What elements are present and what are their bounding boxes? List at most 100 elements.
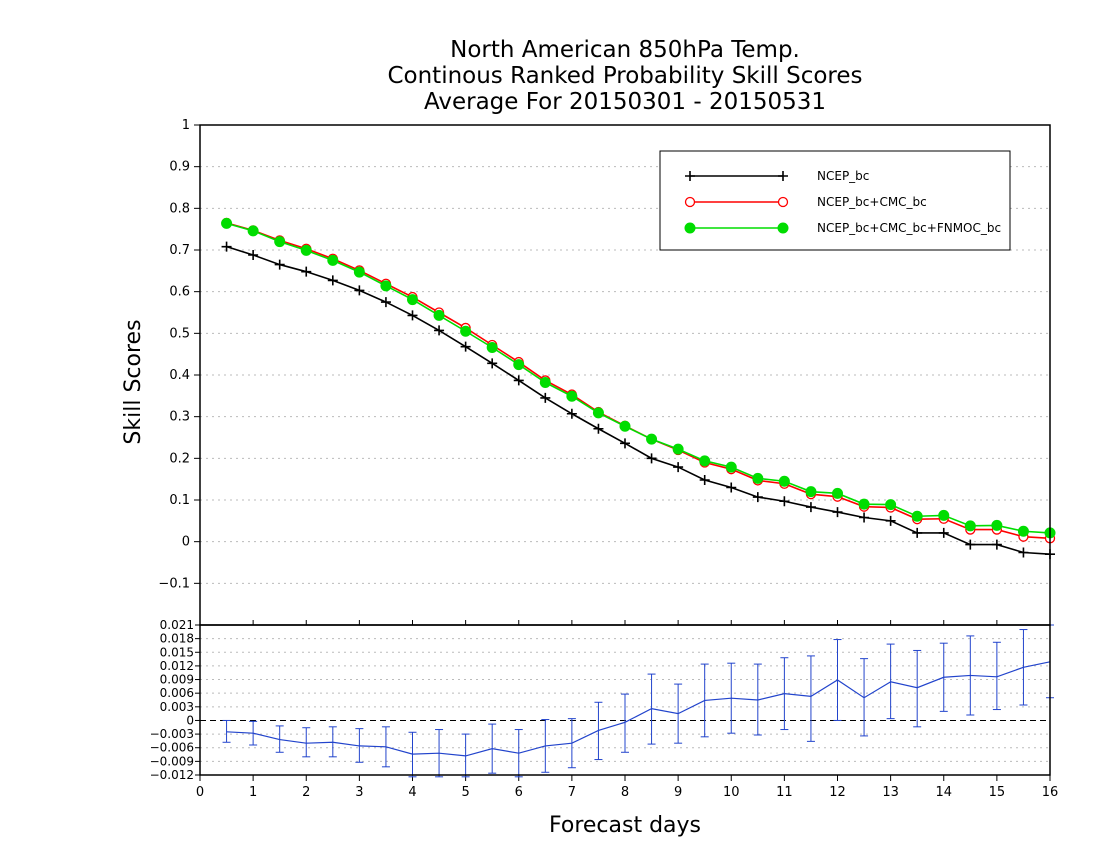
x-tick-label: 10 bbox=[723, 785, 740, 800]
point-marker-filled-circle bbox=[832, 487, 843, 499]
legend-label: NCEP_bc+CMC_bc bbox=[817, 195, 927, 209]
point-marker-plus bbox=[248, 250, 259, 260]
point-marker-filled-circle bbox=[752, 472, 764, 484]
top-y-tick-label: 0.2 bbox=[169, 451, 190, 466]
legend-box bbox=[659, 150, 1011, 251]
difference-line bbox=[226, 661, 1051, 757]
bottom-y-tick-label: 0.003 bbox=[160, 700, 194, 714]
x-tick-label: 1 bbox=[249, 785, 257, 800]
point-marker-plus bbox=[434, 325, 445, 336]
point-marker-filled-circle bbox=[725, 461, 737, 473]
bottom-y-tick-label: −0.006 bbox=[150, 741, 194, 755]
top-y-tick-label: 0.6 bbox=[169, 285, 190, 300]
x-tick-label: 13 bbox=[882, 785, 899, 800]
x-tick-label: 9 bbox=[674, 785, 682, 800]
point-marker-plus bbox=[685, 171, 695, 181]
top-y-tick-label: −0.1 bbox=[158, 576, 190, 591]
point-marker-filled-circle bbox=[805, 486, 817, 498]
point-marker-plus bbox=[380, 297, 391, 308]
legend: NCEP_bc NCEP_bc+CMC_bc NCEP_bc+CMC_bc+FNMO… bbox=[659, 150, 1011, 251]
bottom-y-tick-label: −0.003 bbox=[150, 727, 194, 741]
series-line bbox=[226, 222, 1051, 540]
x-tick-label: 14 bbox=[935, 785, 952, 800]
x-tick-label: 15 bbox=[989, 785, 1006, 800]
point-marker-plus bbox=[752, 492, 763, 503]
point-marker-filled-circle bbox=[672, 443, 684, 455]
point-marker-filled-circle bbox=[327, 254, 339, 266]
x-tick-label: 4 bbox=[408, 785, 416, 800]
x-tick-label: 16 bbox=[1042, 785, 1059, 800]
point-marker-plus bbox=[779, 496, 790, 507]
point-marker-plus bbox=[407, 310, 418, 321]
point-marker-filled-circle bbox=[885, 499, 897, 511]
point-marker-filled-circle bbox=[911, 510, 923, 522]
point-marker-plus bbox=[593, 423, 604, 434]
point-marker-filled-circle bbox=[938, 509, 950, 521]
point-marker-open-circle bbox=[684, 196, 696, 208]
point-marker-filled-circle bbox=[858, 498, 870, 510]
point-marker-filled-circle bbox=[221, 217, 233, 229]
bottom-y-tick-label: 0.021 bbox=[160, 618, 194, 632]
x-axis-label: Forecast days bbox=[549, 813, 701, 838]
point-marker-filled-circle bbox=[513, 359, 525, 371]
top-y-tick-label: 0.7 bbox=[169, 243, 190, 258]
point-marker-plus bbox=[726, 482, 737, 493]
point-marker-filled-circle bbox=[619, 420, 631, 432]
point-marker-filled-circle bbox=[777, 222, 789, 234]
point-marker-plus bbox=[566, 408, 577, 419]
series-2 bbox=[221, 217, 1056, 539]
top-panel-y-ticks: −0.1 0 0.1 0.2 0.3 0.4 0.5 0.6 0.7 0.8 0.9 1 bbox=[158, 118, 200, 591]
legend-entry-2: NCEP_bc+CMC_bc+FNMOC_bc bbox=[684, 221, 1001, 235]
bottom-panel-frame bbox=[199, 624, 1051, 776]
point-marker-plus bbox=[859, 512, 870, 523]
point-marker-filled-circle bbox=[991, 519, 1003, 531]
point-marker-plus bbox=[327, 275, 338, 286]
point-marker-plus bbox=[673, 462, 684, 473]
bottom-panel-series bbox=[222, 624, 1054, 778]
top-y-tick-label: 0.5 bbox=[169, 326, 190, 341]
bottom-y-tick-label: 0.015 bbox=[160, 645, 194, 659]
top-y-tick-label: 0.3 bbox=[169, 410, 190, 425]
legend-label: NCEP_bc+CMC_bc+FNMOC_bc bbox=[817, 221, 1001, 235]
point-marker-filled-circle bbox=[566, 390, 578, 402]
top-y-tick-label: 0.4 bbox=[169, 368, 190, 383]
point-marker-filled-circle bbox=[486, 342, 498, 353]
point-marker-filled-circle bbox=[274, 236, 286, 248]
x-tick-label: 6 bbox=[515, 785, 523, 800]
point-marker-plus bbox=[991, 539, 1002, 550]
point-marker-plus bbox=[912, 527, 923, 538]
point-marker-plus bbox=[301, 266, 312, 277]
top-y-tick-label: 0.9 bbox=[169, 160, 190, 175]
top-y-tick-label: 0.8 bbox=[169, 201, 190, 216]
series-line bbox=[226, 222, 1051, 534]
point-marker-filled-circle bbox=[300, 244, 312, 256]
bottom-panel-y-ticks: −0.012−0.009−0.006−0.00300.0030.0060.009… bbox=[150, 618, 200, 782]
difference-series-0 bbox=[222, 624, 1054, 778]
top-y-tick-label: 0.1 bbox=[169, 493, 190, 508]
point-marker-filled-circle bbox=[433, 309, 445, 321]
bottom-y-tick-label: 0.018 bbox=[160, 632, 194, 646]
title-line-3: Average For 20150301 - 20150531 bbox=[424, 89, 826, 115]
point-marker-plus bbox=[965, 539, 976, 550]
series-0 bbox=[221, 241, 1055, 560]
top-y-tick-label: 0 bbox=[182, 535, 190, 550]
legend-label: NCEP_bc bbox=[817, 169, 869, 183]
point-marker-open-circle bbox=[777, 196, 789, 208]
point-marker-filled-circle bbox=[380, 280, 392, 292]
x-axis-ticks: 0 1 2 3 4 5 6 7 8 9 10 11 12 13 14 15 16 bbox=[196, 620, 1058, 800]
series-line bbox=[226, 245, 1051, 555]
chart-title: North American 850hPa Temp. Continous Ra… bbox=[387, 37, 862, 115]
point-marker-plus bbox=[778, 171, 788, 181]
x-tick-label: 12 bbox=[829, 785, 846, 800]
bottom-y-tick-label: 0 bbox=[186, 713, 194, 727]
bottom-y-tick-label: 0.012 bbox=[160, 659, 194, 673]
point-marker-filled-circle bbox=[353, 266, 365, 278]
point-marker-plus bbox=[938, 527, 949, 538]
point-marker-plus bbox=[513, 375, 524, 386]
point-marker-filled-circle bbox=[407, 294, 418, 306]
title-line-1: North American 850hPa Temp. bbox=[450, 37, 800, 63]
point-marker-plus bbox=[221, 241, 232, 252]
top-panel-series bbox=[221, 217, 1056, 560]
point-marker-filled-circle bbox=[592, 407, 604, 419]
